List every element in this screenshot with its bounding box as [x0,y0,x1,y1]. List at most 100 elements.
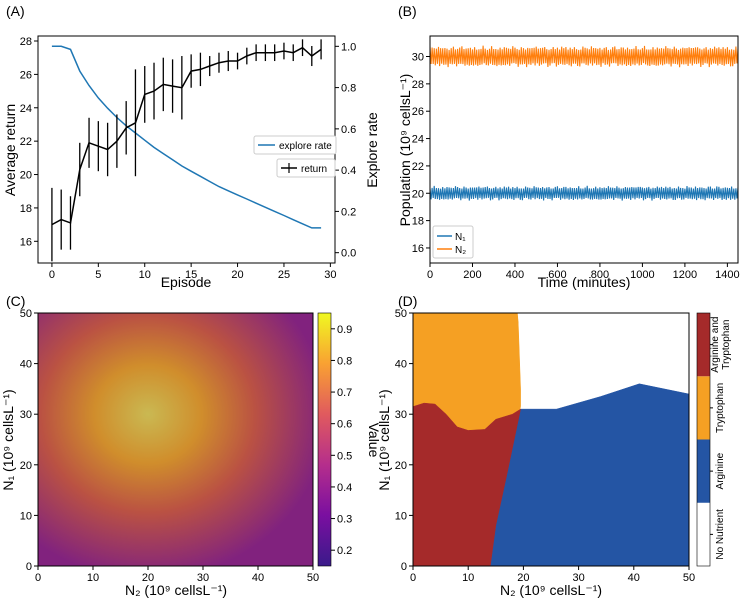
colorbar-tick-label-c: 0.9 [337,324,352,336]
colorbar-d-segment [697,502,710,566]
y-tick-label-b: 20 [412,188,424,200]
x-tick-label-c: 0 [35,572,41,584]
colorbar-d-label: No Nutrient [715,509,726,560]
legend-return-label: return [301,164,327,175]
x-axis-label-c: N₂ (10⁹ cellsL⁻¹) [125,582,227,598]
y2-axis-label-a: Explore rate [364,112,380,188]
y-tick-label-b: 28 [412,79,424,91]
x-tick-label-b: 200 [463,269,481,281]
x-axis-label-d: N₂ (10⁹ cellsL⁻¹) [500,582,602,598]
y-tick-label-d: 0 [401,561,407,573]
colorbar-d-segment [697,313,710,377]
x-tick-label-a: 10 [139,269,151,281]
chart-d: 0 10 20 30 40 50 0 10 20 30 40 50 No Nutrient Argini… [376,308,732,598]
y2-tick-label-a: 1.0 [341,41,356,53]
axes-frame-d [412,312,690,567]
panel-label-b: (B) [398,3,417,19]
chart-b: 0 200 400 600 800 1000 1200 1400 16 18 20 22 24 26 28 3… [397,35,740,290]
x-tick-label-b: 1000 [630,269,654,281]
axes-frame-b [429,35,739,264]
x-tick-label-b: 1400 [715,269,739,281]
x-tick-label-b: 400 [506,269,524,281]
y2-tick-label-a: 0.8 [341,83,356,95]
colorbar-tick-label-c: 0.8 [337,355,352,367]
x-tick-label-a: 30 [324,269,336,281]
y-axis-label-c: N₁ (10⁹ cellsL⁻¹) [0,389,16,490]
x-tick-label-a: 0 [49,269,55,281]
colorbar-tick-label-c: 0.5 [337,450,352,462]
x-tick-label-a: 20 [231,269,243,281]
x-tick-label-c: 30 [197,572,209,584]
y-tick-label-d: 30 [395,409,407,421]
heatmap-c-shade [38,313,313,566]
chart-c: 0 10 20 30 40 50 0 10 20 30 40 50 0.2 0.3 0.4 0.5 0.6 0.… [0,308,382,598]
y-tick-label-d: 50 [395,308,407,320]
colorbar-d-segment [697,439,710,503]
x-tick-label-d: 20 [517,572,529,584]
x-tick-label-a: 25 [278,269,290,281]
colorbar-d-segment [697,376,710,440]
x-tick-label-b: 600 [548,269,566,281]
x-axis-label-a: Episode [161,274,212,290]
colorbar-tick-label-c: 0.4 [337,482,352,494]
colorbar-tick-label-c: 0.6 [337,419,352,431]
colorbar-tick-label-c: 0.7 [337,387,352,399]
region-arginine-and-tryptophan [412,402,521,567]
x-axis-label-b: Time (minutes) [538,274,631,290]
panel-label-d: (D) [398,293,417,309]
panel-label-c: (C) [6,293,25,309]
x-tick-label-b: 800 [591,269,609,281]
y-tick-label-c: 10 [20,510,32,522]
x-tick-label-d: 10 [462,572,474,584]
y-tick-label-b: 30 [412,52,424,64]
y-tick-label-d: 10 [395,510,407,522]
panel-label-a: (A) [6,3,25,19]
y-tick-label-b: 16 [412,243,424,255]
y2-tick-label-a: 0.4 [341,165,356,177]
legend-return-box [276,158,336,178]
y-tick-label-c: 40 [20,359,32,371]
colorbar-tick-label-c: 0.3 [337,514,352,526]
x-tick-label-c: 10 [87,572,99,584]
x-tick-label-c: 40 [252,572,264,584]
y2-tick-label-a: 0.2 [341,206,356,218]
y-tick-label-a: 20 [20,170,32,182]
colorbar-d-label: Arginine [715,452,726,489]
x-tick-label-b: 0 [427,269,433,281]
colorbar-c-label: Value [366,423,382,458]
series-n1 [430,185,738,201]
y-tick-label-b: 26 [412,106,424,118]
y-tick-label-b: 22 [412,161,424,173]
x-tick-label-d: 30 [572,572,584,584]
colorbar-d-frame [696,312,711,567]
y-tick-label-b: 24 [412,134,424,146]
y-tick-label-a: 28 [20,36,32,48]
axes-frame-c [37,312,314,567]
colorbar-c [317,312,332,567]
y-tick-label-c: 50 [20,308,32,320]
legend-n1-label: N₁ [455,232,466,243]
y-tick-label-a: 18 [20,203,32,215]
y-tick-label-d: 40 [395,359,407,371]
colorbar-tick-label-c: 0.2 [337,545,352,557]
x-tick-label-d: 40 [628,572,640,584]
x-tick-label-c: 50 [307,572,319,584]
chart-a: 0 5 10 15 20 25 30 16 18 20 22 24 26 28 0.0 0.2 0.4 0.6 0.… [2,35,380,290]
y-axis-label-d: N₁ (10⁹ cellsL⁻¹) [376,389,392,490]
y2-tick-label-a: 0.6 [341,124,356,136]
y-tick-label-b: 18 [412,216,424,228]
series-return [51,46,322,226]
colorbar-d-label: Tryptophan [715,383,726,433]
colorbar-d-label: Arginine andTryptophan [710,317,732,373]
y-axis-label-b: Population (10⁹ cellsL⁻¹) [397,74,413,227]
legend-n2-label: N₂ [455,245,466,256]
legend-b-box [432,225,474,259]
y-tick-label-d: 20 [395,460,407,472]
y-tick-label-c: 0 [26,561,32,573]
y-tick-label-c: 20 [20,460,32,472]
y-tick-label-c: 30 [20,409,32,421]
series-n2 [430,45,738,68]
legend-explore-label: explore rate [279,141,332,152]
y-axis-label-a: Average return [2,104,18,196]
